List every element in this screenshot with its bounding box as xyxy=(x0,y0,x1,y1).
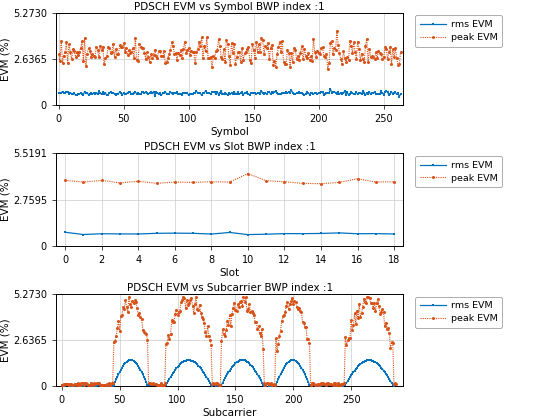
rms EVM xyxy=(250,90,257,95)
Line: rms EVM: rms EVM xyxy=(57,88,402,98)
Line: rms EVM: rms EVM xyxy=(64,231,395,236)
rms EVM xyxy=(190,231,197,236)
peak EVM xyxy=(318,181,324,186)
Line: peak EVM: peak EVM xyxy=(64,172,395,185)
X-axis label: Slot: Slot xyxy=(220,268,240,278)
rms EVM xyxy=(270,90,277,95)
peak EVM xyxy=(397,50,404,55)
peak EVM xyxy=(80,179,87,184)
Legend: rms EVM, peak EVM: rms EVM, peak EVM xyxy=(415,16,502,47)
rms EVM xyxy=(300,231,306,236)
peak EVM xyxy=(153,181,160,186)
rms EVM xyxy=(354,231,361,236)
peak EVM xyxy=(226,179,233,184)
Line: peak EVM: peak EVM xyxy=(57,29,402,70)
X-axis label: Symbol: Symbol xyxy=(210,127,249,137)
peak EVM xyxy=(391,179,398,184)
rms EVM xyxy=(262,383,269,388)
rms EVM xyxy=(318,231,324,236)
peak EVM xyxy=(324,66,331,71)
rms EVM xyxy=(153,231,160,236)
rms EVM xyxy=(64,90,71,95)
Title: PDSCH EVM vs Slot BWP index :1: PDSCH EVM vs Slot BWP index :1 xyxy=(144,142,315,152)
peak EVM xyxy=(184,47,191,52)
peak EVM xyxy=(125,294,132,299)
Line: rms EVM: rms EVM xyxy=(60,359,398,387)
peak EVM xyxy=(281,179,288,184)
peak EVM xyxy=(336,180,343,185)
rms EVM xyxy=(396,94,403,99)
rms EVM xyxy=(239,357,246,362)
peak EVM xyxy=(55,52,62,57)
rms EVM xyxy=(372,231,379,236)
rms EVM xyxy=(80,232,87,237)
rms EVM xyxy=(382,371,389,376)
rms EVM xyxy=(58,383,65,388)
Title: PDSCH EVM vs Symbol BWP index :1: PDSCH EVM vs Symbol BWP index :1 xyxy=(134,2,325,12)
rms EVM xyxy=(226,230,233,235)
X-axis label: Subcarrier: Subcarrier xyxy=(202,408,257,418)
rms EVM xyxy=(184,91,191,96)
peak EVM xyxy=(135,178,142,184)
rms EVM xyxy=(397,92,404,97)
Line: peak EVM: peak EVM xyxy=(60,295,398,387)
rms EVM xyxy=(208,231,214,236)
rms EVM xyxy=(116,231,123,236)
rms EVM xyxy=(63,383,70,388)
peak EVM xyxy=(190,180,197,185)
Title: PDSCH EVM vs Subcarrier BWP index :1: PDSCH EVM vs Subcarrier BWP index :1 xyxy=(127,283,333,293)
peak EVM xyxy=(63,381,70,386)
peak EVM xyxy=(250,47,257,52)
peak EVM xyxy=(116,180,123,185)
rms EVM xyxy=(99,231,105,236)
peak EVM xyxy=(354,176,361,181)
peak EVM xyxy=(300,181,306,186)
peak EVM xyxy=(99,178,105,183)
Legend: rms EVM, peak EVM: rms EVM, peak EVM xyxy=(415,156,502,187)
rms EVM xyxy=(263,232,269,237)
rms EVM xyxy=(158,383,165,389)
rms EVM xyxy=(167,90,174,95)
rms EVM xyxy=(55,90,62,95)
Y-axis label: EVM (%): EVM (%) xyxy=(0,318,10,362)
peak EVM xyxy=(263,178,269,183)
rms EVM xyxy=(137,367,144,372)
rms EVM xyxy=(336,231,343,236)
peak EVM xyxy=(382,320,389,325)
rms EVM xyxy=(202,88,209,93)
rms EVM xyxy=(245,232,251,237)
Y-axis label: EVM (%): EVM (%) xyxy=(0,178,10,221)
rms EVM xyxy=(281,231,288,236)
rms EVM xyxy=(62,230,68,235)
peak EVM xyxy=(62,178,68,183)
peak EVM xyxy=(208,179,214,184)
rms EVM xyxy=(393,383,400,388)
peak EVM xyxy=(207,338,213,343)
peak EVM xyxy=(58,382,65,387)
peak EVM xyxy=(261,381,268,386)
peak EVM xyxy=(167,48,174,53)
Y-axis label: EVM (%): EVM (%) xyxy=(0,37,10,81)
peak EVM xyxy=(336,383,343,388)
peak EVM xyxy=(202,49,209,54)
rms EVM xyxy=(352,367,359,372)
peak EVM xyxy=(138,317,145,322)
peak EVM xyxy=(393,381,400,386)
Legend: rms EVM, peak EVM: rms EVM, peak EVM xyxy=(415,297,502,328)
rms EVM xyxy=(135,231,142,236)
peak EVM xyxy=(171,179,178,184)
peak EVM xyxy=(270,62,277,67)
peak EVM xyxy=(352,322,359,327)
peak EVM xyxy=(64,60,71,65)
peak EVM xyxy=(245,171,251,176)
rms EVM xyxy=(207,380,213,385)
peak EVM xyxy=(372,179,379,184)
rms EVM xyxy=(327,87,334,92)
peak EVM xyxy=(334,29,340,34)
rms EVM xyxy=(391,231,398,236)
rms EVM xyxy=(171,231,178,236)
